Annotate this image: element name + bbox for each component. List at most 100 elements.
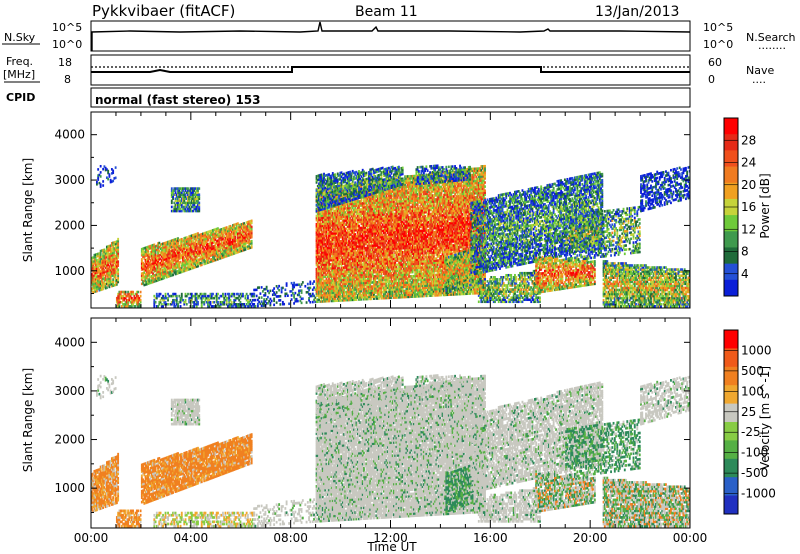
power-cell: [110, 270, 113, 274]
power-cell: [164, 241, 167, 245]
power-cell: [95, 287, 98, 291]
power-cell: [109, 275, 112, 278]
power-cell: [159, 257, 162, 261]
power-cell: [122, 290, 125, 294]
power-cell: [97, 254, 100, 258]
power-cell: [110, 280, 113, 284]
power-cell: [103, 283, 106, 286]
power-cell: [168, 244, 171, 247]
power-cell: [104, 260, 107, 263]
power-cell: [163, 242, 166, 245]
power-cell: [135, 294, 138, 298]
power-cell: [148, 273, 151, 277]
nsky-trace: [90, 21, 691, 33]
power-cell: [153, 261, 156, 265]
power-cell: [110, 258, 113, 261]
power-cell: [182, 268, 184, 271]
power-cell: [174, 266, 177, 270]
power-cell: [144, 273, 147, 276]
power-cell: [150, 254, 153, 258]
power-cell: [92, 280, 95, 284]
power-cell: [154, 251, 157, 254]
power-cell: [184, 263, 187, 266]
power-cell: [213, 300, 216, 304]
power-cell: [170, 261, 173, 265]
power-cell: [137, 290, 140, 294]
power-cell: [105, 176, 108, 179]
power-cell: [169, 262, 172, 265]
power-cell: [109, 248, 112, 252]
power-cell: [170, 270, 173, 273]
power-cell: [145, 248, 148, 251]
power-cell: [149, 269, 152, 272]
power-cell: [114, 240, 117, 244]
power-cell: [184, 298, 187, 302]
power-cell: [139, 294, 142, 298]
power-cell: [148, 245, 151, 248]
power-cell: [108, 285, 111, 289]
power-cell: [109, 277, 112, 280]
power-cell: [165, 241, 168, 244]
power-cell: [133, 300, 136, 304]
power-cell: [108, 261, 111, 264]
power-cell: [117, 262, 120, 265]
power-cell: [183, 261, 186, 265]
power-cell: [129, 305, 132, 308]
power-cell: [127, 300, 130, 304]
power-cell: [185, 262, 188, 266]
power-cell: [145, 282, 148, 286]
power-cell: [108, 259, 111, 262]
power-cell: [113, 273, 116, 277]
power-cell: [173, 244, 176, 248]
power-cell: [103, 277, 106, 280]
power-cell: [92, 262, 95, 265]
power-cell: [164, 266, 167, 269]
power-cell: [102, 287, 105, 291]
power-cell: [104, 282, 107, 286]
power-cell: [117, 250, 120, 253]
nsky-panel: N.Sky 10^5 10^0 10^5 10^0 N.Search .....…: [2, 20, 796, 52]
power-cell: [165, 263, 168, 267]
power-cell: [177, 271, 179, 275]
power-cell: [160, 259, 163, 262]
power-cell: [174, 256, 177, 260]
power-cell: [175, 266, 178, 269]
power-cell: [167, 267, 169, 270]
power-cell: [180, 266, 183, 270]
power-cell: [180, 244, 183, 247]
power-cell: [110, 241, 113, 245]
power-cell: [182, 262, 184, 265]
power-cell: [140, 249, 143, 253]
power-cell: [142, 247, 145, 250]
power-cell: [187, 258, 189, 261]
nsky-label: N.Sky: [4, 31, 36, 44]
power-cell: [170, 265, 173, 269]
power-cell: [108, 248, 111, 252]
power-cell: [139, 300, 142, 304]
power-cell: [115, 266, 118, 270]
power-cell: [159, 247, 162, 250]
power-cell: [153, 270, 156, 273]
power-cell: [140, 278, 143, 282]
power-cell: [103, 248, 106, 252]
power-cell: [169, 243, 172, 247]
power-cell: [273, 287, 276, 290]
power-cell: [184, 244, 187, 248]
power-cell: [103, 285, 106, 288]
power-cell: [169, 239, 172, 243]
power-cell: [185, 303, 188, 306]
power-cell: [183, 243, 186, 246]
power-cell: [109, 260, 112, 264]
power-cell: [148, 265, 151, 269]
power-cell: [108, 255, 111, 258]
power-cell: [127, 305, 130, 308]
power-cell: [143, 279, 146, 283]
power-cell: [147, 268, 150, 271]
power-cell: [145, 270, 148, 274]
power-cell: [155, 248, 158, 252]
power-cell: [162, 246, 164, 250]
power-cell: [179, 246, 182, 250]
power-cell: [165, 253, 168, 256]
nsky-right-tick-bottom: 10^0: [703, 38, 733, 51]
power-cell: [153, 274, 156, 277]
